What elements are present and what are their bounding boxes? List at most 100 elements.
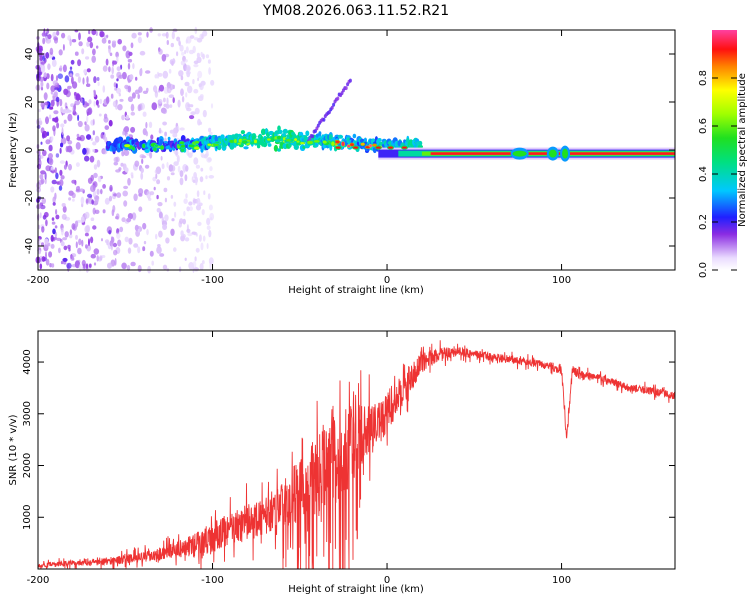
noise-dot: [101, 37, 107, 44]
noise-dot: [207, 193, 211, 200]
noise-dot: [166, 97, 169, 106]
noise-dot: [68, 197, 72, 201]
noise-dot: [80, 196, 85, 205]
noise-dot: [44, 238, 49, 245]
bright-blob: [299, 141, 306, 145]
snr-frame: [37, 330, 676, 570]
noise-dot: [113, 249, 118, 256]
noise-dot: [54, 225, 58, 229]
band-cell: [260, 128, 266, 136]
y-tick-label: 0: [24, 147, 35, 153]
noise-dot: [133, 243, 139, 248]
noise-dot: [63, 88, 69, 96]
noise-dot: [145, 70, 151, 74]
noise-dot: [53, 117, 59, 123]
noise-dot: [198, 234, 202, 242]
noise-dot: [202, 53, 205, 60]
x-tick-label: 100: [552, 575, 571, 586]
noise-dot: [123, 149, 130, 156]
bright-blob: [207, 143, 212, 147]
noise-dot: [192, 45, 196, 54]
colorbar-tick-label: 0.4: [698, 166, 709, 182]
noise-dot: [49, 47, 54, 56]
noise-dot: [108, 119, 113, 127]
noise-dot: [61, 32, 66, 39]
noise-dot: [59, 179, 64, 187]
noise-dot: [53, 128, 56, 137]
noise-dot: [194, 256, 197, 262]
noise-dot: [149, 152, 153, 159]
noise-dot: [185, 46, 189, 54]
noise-dot: [137, 104, 141, 112]
noise-dot: [88, 238, 90, 247]
noise-dot: [42, 37, 46, 45]
bright-blob: [368, 144, 373, 148]
noise-dot: [193, 157, 199, 165]
noise-dot: [124, 167, 129, 173]
noise-dot: [91, 55, 96, 63]
noise-dot: [62, 64, 67, 73]
noise-dot: [75, 93, 81, 101]
band-cell: [251, 133, 256, 137]
branch-cell: [311, 134, 315, 139]
noise-dot: [151, 102, 158, 111]
noise-dot: [127, 213, 133, 220]
noise-dot: [68, 247, 71, 252]
noise-dot: [81, 48, 85, 55]
noise-dot: [102, 209, 106, 214]
noise-dot: [201, 209, 205, 216]
noise-dot: [102, 184, 106, 189]
noise-dot: [58, 247, 61, 254]
noise-dot: [188, 201, 193, 206]
noise-dot: [186, 228, 191, 233]
noise-dot: [165, 103, 170, 109]
hot-spot: [374, 145, 382, 150]
noise-dot: [93, 100, 96, 107]
noise-dot: [59, 65, 63, 72]
bright-blob: [253, 139, 258, 144]
snr-y-label: SNR (10 * v/v): [8, 414, 19, 485]
noise-dot: [161, 54, 167, 62]
noise-dot: [66, 135, 71, 142]
noise-dot: [141, 155, 147, 159]
noise-dot: [171, 60, 174, 66]
noise-dot: [108, 230, 112, 235]
noise-dot: [77, 59, 82, 67]
bright-blob: [306, 140, 314, 145]
noise-dot: [170, 172, 175, 176]
noise-dot: [43, 72, 47, 78]
y-tick-label: -20: [24, 190, 35, 206]
bright-blob: [372, 143, 378, 147]
noise-dot: [78, 41, 83, 47]
noise-dot: [66, 262, 72, 269]
noise-dot: [97, 104, 100, 108]
noise-dot: [160, 107, 167, 114]
noise-dot: [133, 193, 138, 202]
noise-dot: [202, 235, 206, 242]
bright-blob: [176, 145, 181, 149]
noise-dot: [105, 58, 109, 66]
noise-dot: [85, 224, 91, 233]
noise-dot: [155, 233, 158, 240]
band-cell: [131, 139, 135, 145]
noise-dot: [134, 160, 140, 167]
band-cell: [243, 146, 249, 150]
noise-dot: [120, 162, 124, 167]
noise-dot: [202, 109, 207, 118]
noise-dot: [182, 218, 186, 225]
noise-dot: [206, 243, 209, 249]
band-cell: [267, 143, 272, 147]
noise-dot: [86, 68, 91, 73]
bright-blob: [276, 135, 282, 141]
noise-dot: [188, 262, 194, 270]
noise-dot: [52, 80, 58, 86]
noise-dot: [122, 45, 127, 52]
snr-panel: -200 -100 0 100 1000 2000 3000 4000 Height of s…: [8, 330, 676, 595]
noise-dot: [51, 59, 57, 67]
noise-dot: [127, 247, 132, 254]
line-bulge: [562, 148, 569, 159]
noise-dot: [92, 48, 96, 56]
noise-dot: [87, 193, 93, 198]
noise-dot: [44, 101, 50, 106]
noise-dot: [49, 106, 54, 110]
